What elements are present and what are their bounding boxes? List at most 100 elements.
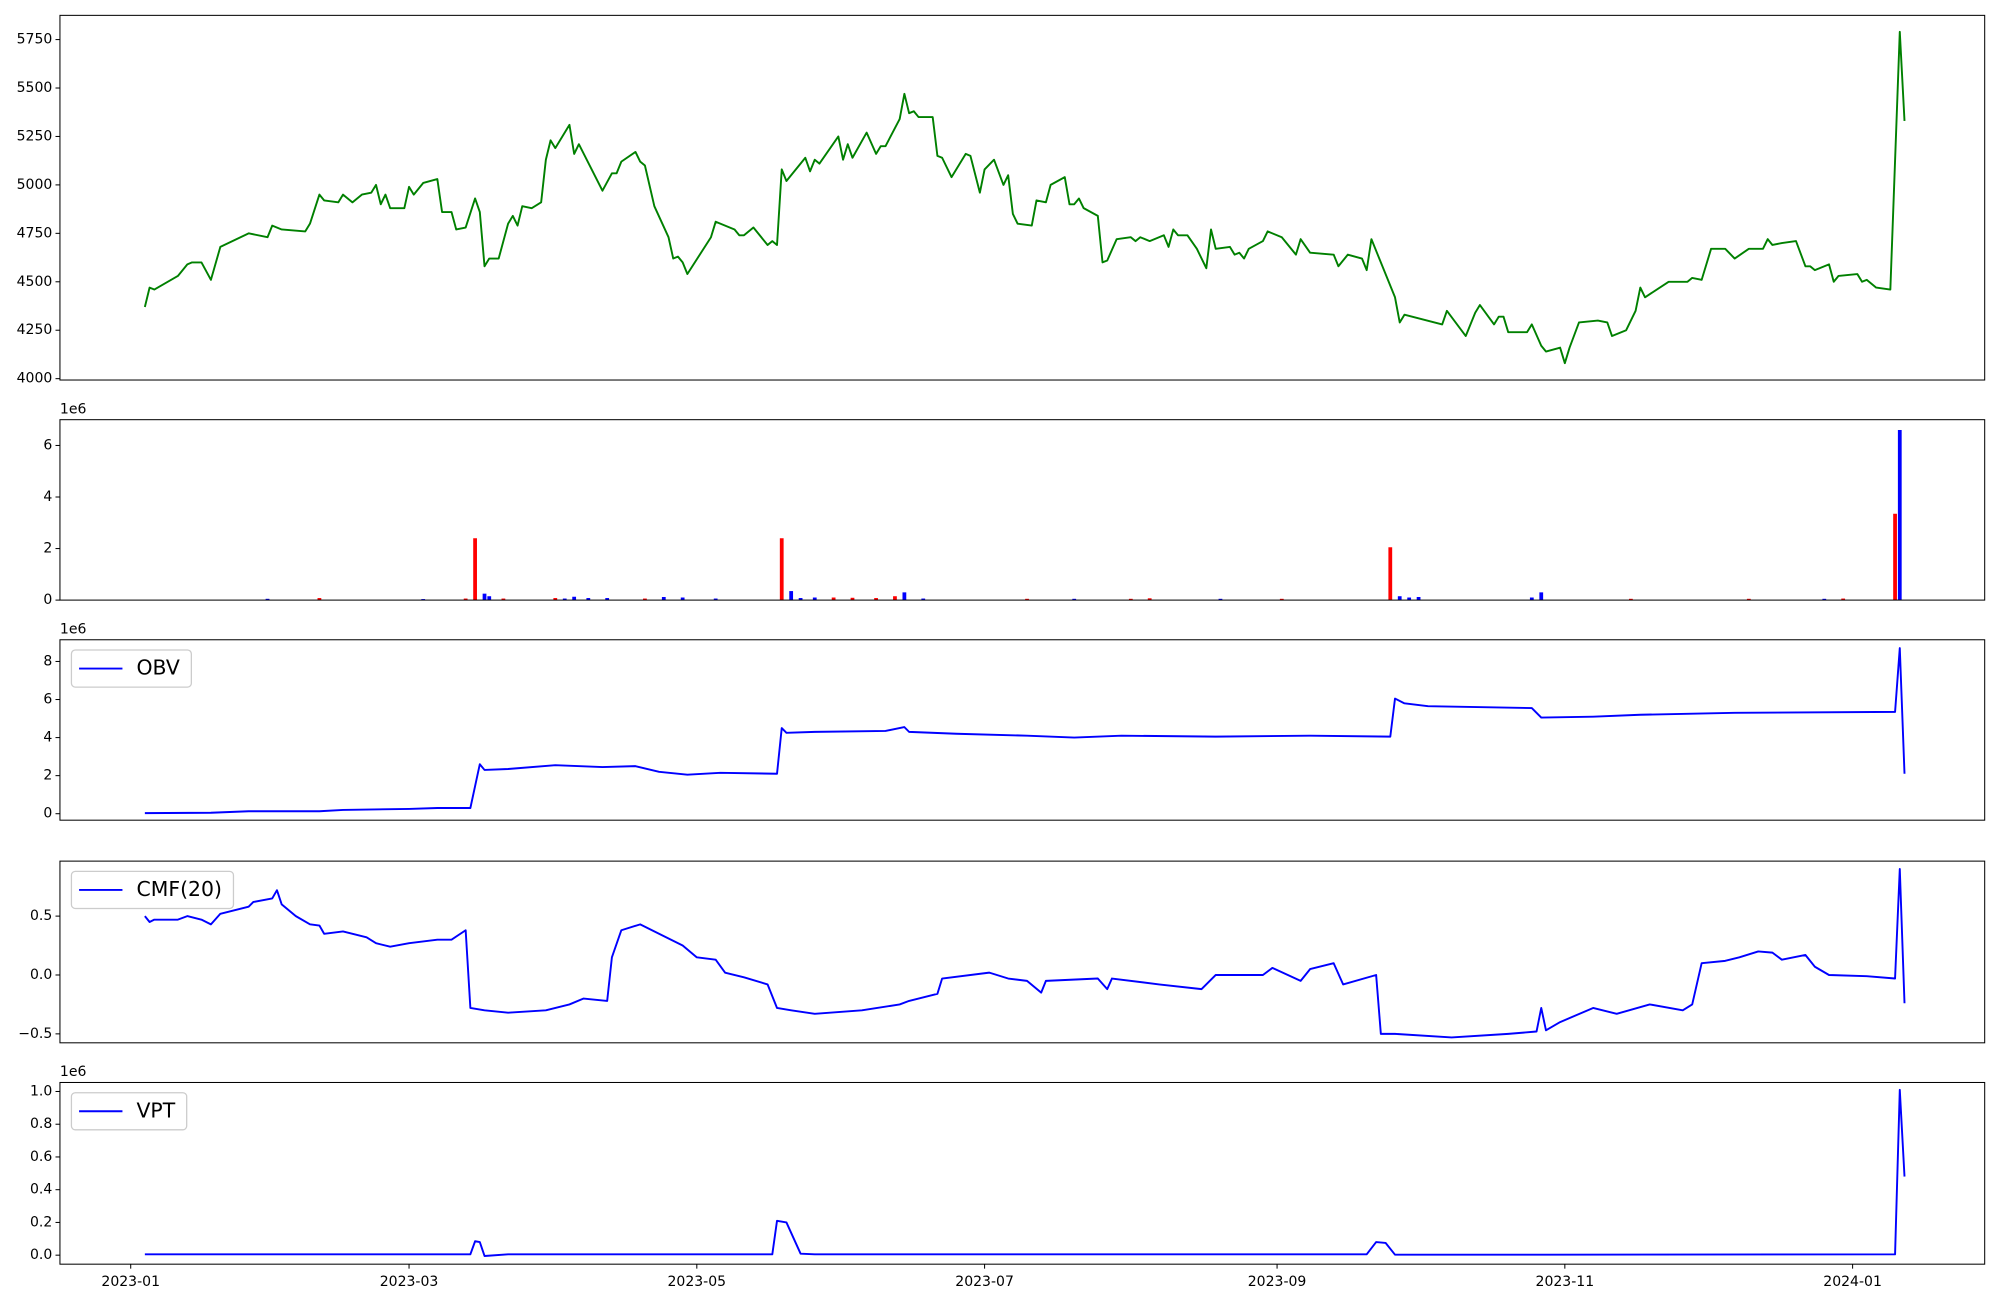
y-tick-label: 4250 — [17, 322, 53, 338]
bar — [553, 598, 558, 601]
line — [143, 30, 1906, 365]
y-tick-label: 0.8 — [30, 1116, 52, 1132]
y-tick-label: 4500 — [17, 274, 53, 290]
legend-box — [70, 649, 192, 688]
bar — [572, 596, 577, 601]
bar — [643, 598, 647, 601]
axes-frame — [59, 14, 1986, 381]
x-tick-label: 2024-01 — [1823, 1274, 1882, 1290]
bar — [487, 596, 492, 601]
x-tick-label: 2023-09 — [1248, 1274, 1307, 1290]
bar — [850, 597, 855, 601]
bar — [1025, 598, 1029, 601]
legend-label: VPT — [136, 1098, 175, 1122]
bar — [779, 538, 784, 601]
bar — [1897, 429, 1902, 601]
x-tick-label: 2023-07 — [955, 1274, 1014, 1290]
bar — [482, 593, 487, 601]
bar — [1893, 513, 1897, 601]
panel: 0 2 4 6 8 1e6 OBV — [43, 622, 1986, 822]
bar — [562, 598, 567, 601]
bar — [1218, 598, 1223, 601]
bar — [874, 598, 878, 601]
bar — [473, 538, 477, 601]
y-tick-label: 0.6 — [30, 1149, 52, 1165]
bar — [1822, 598, 1827, 601]
y-tick-label: 2 — [43, 768, 52, 784]
bar — [1397, 596, 1402, 601]
x-tick-label: 2023-05 — [668, 1274, 727, 1290]
bar — [1147, 598, 1152, 601]
bar — [1746, 598, 1751, 601]
y-tick-label: 8 — [43, 653, 52, 669]
y-tick-label: 6 — [43, 437, 52, 453]
legend-label: CMF(20) — [136, 877, 221, 901]
bar — [586, 598, 591, 601]
y-tick-label: 0.2 — [30, 1214, 52, 1230]
y-tick-label: 5750 — [17, 32, 53, 48]
legend: CMF(20) — [70, 870, 235, 910]
line — [144, 868, 1906, 1039]
bar — [1072, 598, 1077, 601]
y-tick-label: 4750 — [17, 225, 53, 241]
bar — [713, 598, 718, 601]
legend-label: OBV — [136, 656, 179, 680]
x-tick-label: 2023-01 — [101, 1274, 160, 1290]
line — [144, 647, 1906, 815]
bar — [789, 591, 794, 601]
legend-box — [70, 1092, 188, 1131]
bar — [1416, 597, 1421, 601]
offset-label: 1e6 — [60, 622, 87, 638]
y-tick-label: 0.4 — [30, 1182, 52, 1198]
y-tick-label: 4 — [43, 489, 52, 505]
x-tick-label: 2023-11 — [1536, 1274, 1595, 1290]
bar — [1628, 598, 1633, 601]
y-tick-label: 6 — [43, 692, 52, 708]
panel: 4000 4250 4500 4750 5000 5250 5500 5750 — [17, 14, 1986, 387]
panel: 0 2 4 6 1e6 — [43, 401, 1986, 608]
bar — [1841, 598, 1846, 601]
bar — [902, 592, 907, 601]
legend: VPT — [70, 1092, 188, 1131]
bar — [812, 597, 817, 601]
y-tick-label: 0 — [43, 592, 52, 608]
bar — [1529, 597, 1534, 601]
bar — [265, 598, 270, 601]
bar — [831, 597, 836, 601]
y-tick-label: 1.0 — [30, 1083, 52, 1099]
bar — [1128, 598, 1133, 601]
y-tick-label: 0 — [43, 806, 52, 822]
legend-box — [70, 870, 235, 910]
bar — [1388, 547, 1393, 601]
y-tick-label: 5250 — [17, 128, 53, 144]
y-tick-label: 5500 — [17, 80, 53, 96]
axes-frame — [59, 860, 1986, 1044]
y-tick-label: 0.0 — [30, 1247, 52, 1263]
bar — [680, 597, 685, 601]
y-tick-label: 0.0 — [30, 967, 52, 983]
bar — [661, 597, 666, 601]
y-tick-label: 4 — [43, 730, 52, 746]
y-tick-label: −0.5 — [18, 1026, 52, 1042]
bar — [605, 598, 610, 601]
panel: 0.0 0.2 0.4 0.6 0.8 1.0 1e6 2023-01 2023-03 2023-… — [30, 1064, 1986, 1290]
y-tick-label: 5000 — [17, 177, 53, 193]
bar — [463, 598, 468, 601]
y-tick-label: 4000 — [17, 371, 53, 387]
axes-frame — [59, 639, 1986, 821]
bar — [317, 598, 322, 601]
panel: −0.5 0.0 0.5 CMF(20) — [18, 860, 1986, 1044]
bar — [893, 596, 897, 601]
x-tick-label: 2023-03 — [380, 1274, 439, 1290]
offset-label: 1e6 — [60, 401, 87, 417]
bar — [501, 598, 506, 601]
offset-label: 1e6 — [60, 1064, 87, 1080]
line — [144, 1088, 1906, 1257]
bar — [1539, 592, 1544, 601]
bar — [921, 598, 926, 601]
bar — [798, 598, 803, 601]
axes-frame — [59, 1081, 1986, 1265]
axes-frame — [59, 419, 1986, 601]
